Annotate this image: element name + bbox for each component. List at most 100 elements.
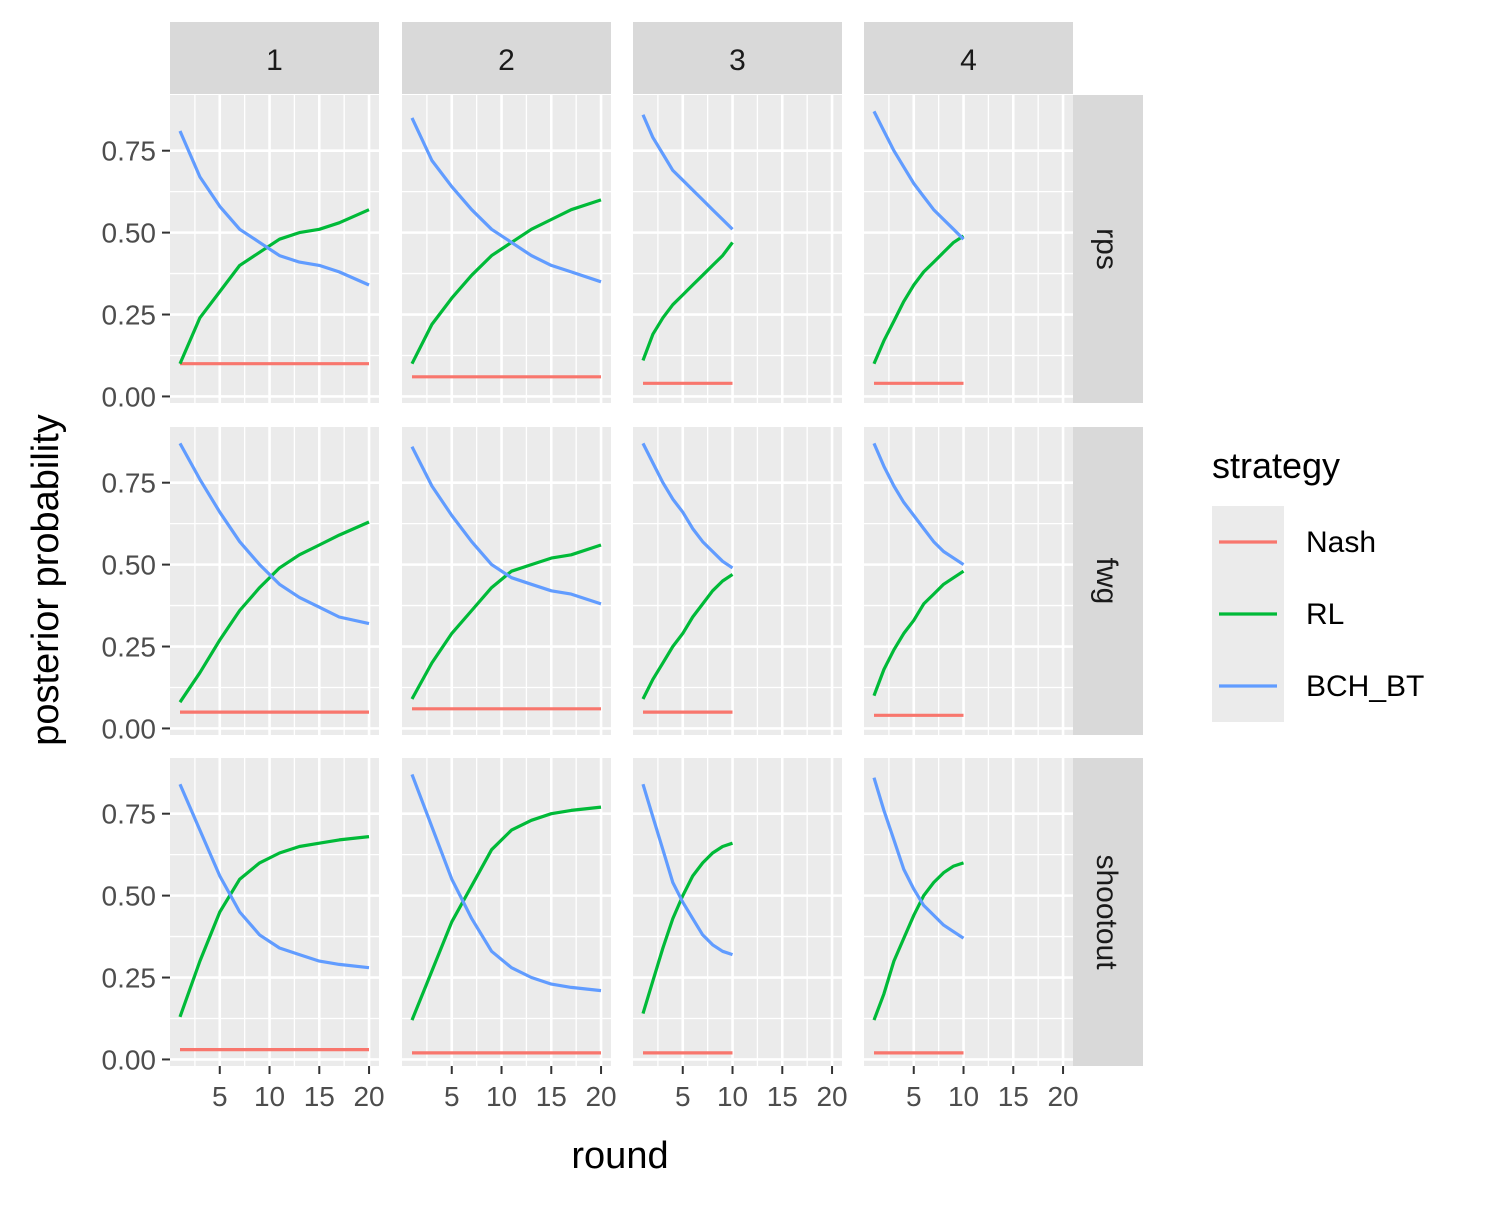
x-tick-label: 5 [675, 1081, 691, 1112]
panel-background [633, 427, 842, 735]
panel-background [864, 758, 1073, 1066]
panel-background [633, 758, 842, 1066]
column-strip-label-2: 2 [498, 44, 515, 77]
row-strip-label-fwg: fwg [1090, 558, 1123, 605]
x-tick-label: 5 [906, 1081, 922, 1112]
series-line-rl [641, 841, 734, 1015]
series-line-bch-bt [872, 110, 965, 241]
x-tick-label: 15 [304, 1081, 335, 1112]
panels-layer [170, 95, 1073, 1066]
series-line-bch-bt [178, 442, 370, 626]
legend-label: Nash [1306, 526, 1376, 559]
legend-label: RL [1306, 598, 1344, 631]
panel-rps-4 [864, 95, 1073, 403]
column-strip [170, 22, 379, 94]
row-strip [1073, 758, 1143, 1066]
y-tick-label: 0.50 [102, 550, 157, 581]
panel-fwg-1 [170, 427, 379, 735]
series-line-rl [872, 234, 965, 365]
series-line-bch-bt [641, 114, 734, 231]
y-tick-label: 0.75 [102, 468, 157, 499]
series-line-rl [410, 198, 602, 365]
panel-background [633, 95, 842, 403]
x-tick-label: 15 [536, 1081, 567, 1112]
series-line-rl [410, 543, 602, 700]
series-line-bch-bt [410, 773, 602, 993]
series-line-rl [178, 835, 370, 1018]
series-line-rl [872, 861, 964, 1021]
column-strip [633, 22, 842, 94]
panel-fwg-4 [864, 427, 1073, 735]
x-tick-label: 15 [767, 1081, 798, 1112]
panel-background [402, 758, 611, 1066]
column-strip [864, 22, 1073, 94]
panel-shootout-1 [170, 758, 379, 1066]
x-tick-label: 5 [212, 1081, 228, 1112]
panel-background [864, 95, 1073, 403]
legend: strategy Nash RL BCH_BT [1212, 445, 1424, 722]
x-tick-label: 20 [353, 1081, 384, 1112]
x-tick-label: 10 [948, 1081, 979, 1112]
panel-shootout-2 [402, 758, 611, 1066]
series-line-rl [641, 573, 734, 700]
panel-background [170, 95, 379, 403]
row-strip-label-rps: rps [1090, 228, 1123, 270]
y-tick-label: 0.25 [102, 300, 157, 331]
legend-label: BCH_BT [1306, 670, 1424, 703]
x-tick-label: 20 [585, 1081, 616, 1112]
legend-title: strategy [1212, 445, 1340, 486]
y-tick-label: 0.25 [102, 632, 157, 663]
series-line-bch-bt [641, 442, 734, 570]
x-tick-label: 15 [998, 1081, 1029, 1112]
y-tick-label: 0.75 [102, 799, 157, 830]
series-line-bch-bt [178, 783, 370, 970]
y-tick-label: 0.25 [102, 963, 157, 994]
series-line-rl [178, 208, 370, 365]
panel-background [864, 427, 1073, 735]
column-strip [402, 22, 611, 94]
panel-rps-1 [170, 95, 379, 403]
panel-shootout-3 [633, 758, 842, 1066]
x-tick-label: 10 [254, 1081, 285, 1112]
y-axis-title: posterior probability [25, 414, 67, 746]
panel-shootout-4 [864, 758, 1073, 1066]
y-tick-label: 0.75 [102, 136, 157, 167]
panel-background [402, 95, 611, 403]
panel-rps-2 [402, 95, 611, 403]
column-strip-label-1: 1 [266, 44, 283, 77]
y-tick-label: 0.00 [102, 1044, 157, 1075]
panel-fwg-3 [633, 427, 842, 735]
series-line-rl [872, 569, 965, 697]
y-tick-label: 0.00 [102, 713, 157, 744]
series-line-bch-bt [872, 777, 965, 940]
x-tick-label: 10 [717, 1081, 748, 1112]
panel-background [170, 758, 379, 1066]
x-tick-label: 10 [486, 1081, 517, 1112]
panel-fwg-2 [402, 427, 611, 735]
x-tick-label: 5 [444, 1081, 460, 1112]
x-axis-title: round [571, 1135, 668, 1177]
panel-rps-3 [633, 95, 842, 403]
series-line-rl [410, 805, 602, 1021]
x-tick-label: 20 [816, 1081, 847, 1112]
series-line-bch-bt [410, 445, 602, 606]
row-strip-label-shootout: shootout [1090, 854, 1123, 970]
y-tick-label: 0.00 [102, 381, 157, 412]
series-line-rl [641, 241, 734, 361]
row-strip [1073, 95, 1143, 403]
facet-strips: 1 2 3 4 rps fwg shootout [170, 22, 1143, 1066]
row-strip [1073, 427, 1143, 735]
y-tick-label: 0.50 [102, 218, 157, 249]
series-line-bch-bt [872, 442, 965, 566]
x-axis: 5 10 15 20 5 10 15 20 5 10 15 20 5 10 15 20 [212, 1066, 1079, 1112]
series-line-bch-bt [410, 117, 602, 284]
y-axis: 0.00 0.25 0.50 0.75 0.00 0.25 0.50 0.75 0.00 0.25… [102, 136, 170, 1075]
panel-background [402, 427, 611, 735]
series-line-rl [178, 520, 370, 704]
column-strip-label-3: 3 [729, 44, 746, 77]
y-tick-label: 0.50 [102, 881, 157, 912]
series-line-bch-bt [641, 783, 734, 957]
series-line-bch-bt [178, 130, 370, 287]
